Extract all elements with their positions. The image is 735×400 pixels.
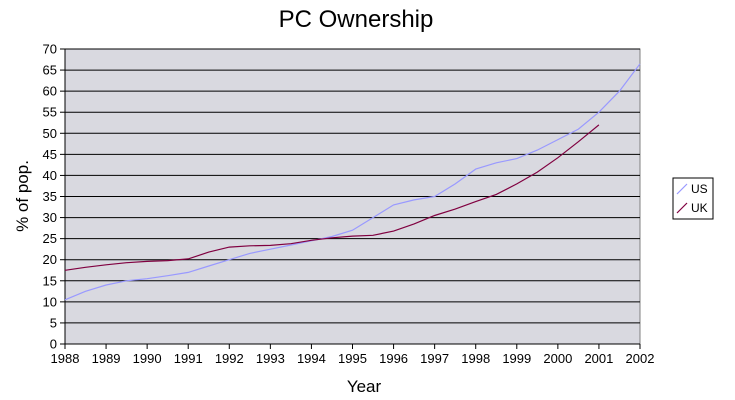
y-tick-label: 20 [43,252,57,267]
legend-swatch-us [676,183,688,195]
y-tick-label: 60 [43,84,57,99]
legend-label-uk: UK [691,201,708,215]
y-tick-label: 70 [43,42,57,57]
y-tick-label: 30 [43,210,57,225]
x-axis-label: Year [347,377,382,396]
y-tick-label: 35 [43,189,57,204]
y-tick-label: 10 [43,294,57,309]
x-tick-label: 1988 [51,351,80,366]
x-tick-label: 1989 [92,351,121,366]
x-tick-label: 1993 [256,351,285,366]
legend: US UK [672,177,714,220]
x-tick-label: 2001 [584,351,613,366]
y-tick-label: 15 [43,273,57,288]
x-tick-label: 1999 [502,351,531,366]
x-tick-label: 1995 [338,351,367,366]
x-tick-label: 1990 [133,351,162,366]
x-tick-label: 1992 [215,351,244,366]
legend-label-us: US [691,182,708,196]
y-tick-label: 25 [43,231,57,246]
plot-area: 0 5 10 15 20 25 30 35 40 45 50 55 60 65 70 1988 1989 1990… [43,42,655,367]
chart-title: PC Ownership [279,6,434,33]
y-axis-label: % of pop. [13,160,32,232]
series-line-uk [64,124,600,271]
x-tick-label: 2000 [543,351,572,366]
x-tick-label: 1997 [420,351,449,366]
x-tick-label: 1998 [461,351,490,366]
y-tick-label: 5 [50,315,57,330]
x-tick-label: 1996 [379,351,408,366]
y-tick-label: 0 [50,337,57,352]
y-tick-label: 65 [43,63,57,78]
y-tick-label: 50 [43,126,57,141]
y-tick-label: 45 [43,147,57,162]
legend-box [672,177,714,220]
y-tick-label: 55 [43,105,57,120]
x-tick-label: 1991 [174,351,203,366]
series-line-us [64,63,641,301]
x-tick-label: 1994 [297,351,326,366]
y-tick-label: 40 [43,168,57,183]
legend-swatch-uk [676,202,688,214]
x-tick-label: 2002 [626,351,655,366]
